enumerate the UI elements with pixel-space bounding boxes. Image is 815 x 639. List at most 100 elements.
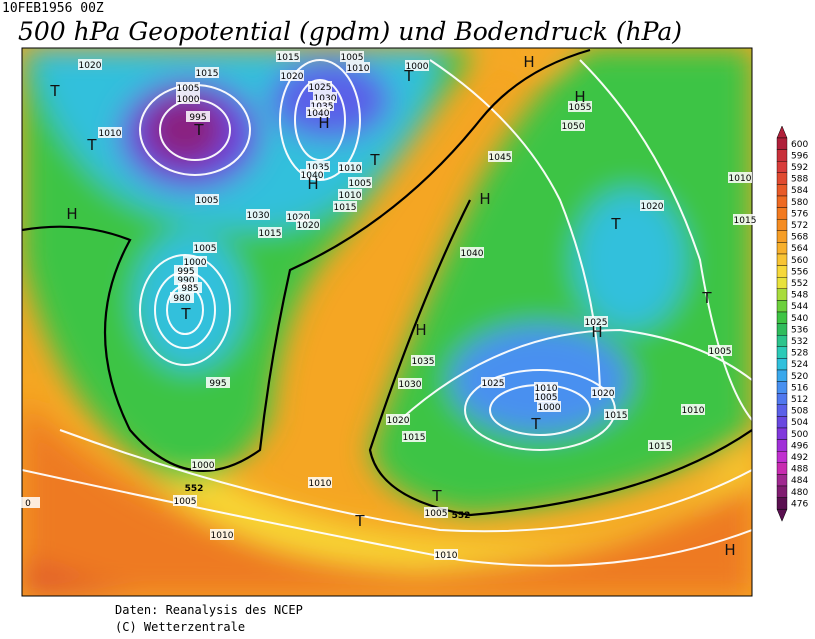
colorbar-label: 592 [791, 163, 808, 173]
isobar-label-bg [402, 431, 426, 442]
pressure-system: H [479, 190, 490, 208]
colorbar-swatch [776, 474, 788, 487]
isobar-label: 1015 [196, 69, 219, 79]
isobar-label-bg [733, 214, 757, 225]
isobar-label: 1005 [196, 196, 219, 206]
isobar-label-bg [176, 82, 200, 93]
colorbar-label: 528 [791, 349, 808, 359]
colorbar-swatch [776, 427, 788, 440]
isobar-label: 1055 [569, 103, 592, 113]
isobar-label: 1040 [461, 249, 484, 259]
isobar-label-bg [681, 404, 705, 415]
isobar-label-bg [348, 177, 372, 188]
colorbar-label: 508 [791, 407, 808, 417]
isobar-label-bg [584, 316, 608, 327]
colorbar-swatch [776, 369, 788, 382]
isobar-label: 995 [189, 113, 206, 123]
colorbar-label: 580 [791, 198, 808, 208]
isobar-label-bg [308, 477, 332, 488]
pressure-system: H [318, 114, 329, 132]
isobar-label: 1005 [535, 393, 558, 403]
pressure-system: T [180, 305, 191, 323]
isobar-label: 1005 [341, 53, 364, 63]
colorbar-label: 480 [791, 488, 808, 498]
colorbar-label: 524 [791, 360, 808, 370]
isobar-label-bg [286, 211, 310, 222]
isobar-label: 995 [209, 379, 226, 389]
isobar-label-bg [537, 401, 561, 412]
isobar-label: 1040 [301, 171, 324, 181]
colorbar-label: 492 [791, 453, 808, 463]
isobar-label-bg [78, 59, 102, 70]
isobar-label-bg [481, 377, 505, 388]
isobar-label-bg [405, 60, 429, 71]
pressure-system: H [724, 541, 735, 559]
colorbar-label: 572 [791, 221, 808, 231]
colorbar-label: 568 [791, 233, 808, 243]
colorbar-label: 512 [791, 395, 808, 405]
colorbar-swatch [776, 462, 788, 475]
isobar-label: 1015 [403, 433, 426, 443]
isobar-label-bg [411, 355, 435, 366]
isobar-label-bg [191, 459, 215, 470]
colorbar-arrow [776, 508, 788, 522]
pressure-system: H [591, 323, 602, 341]
isobar-label: 1000 [406, 62, 429, 72]
pressure-system: T [193, 121, 204, 139]
isobar-label: 0 [25, 499, 31, 509]
isobar-label-bg [460, 247, 484, 258]
isobar-label-bg [591, 387, 615, 398]
colorbar-swatch [776, 172, 788, 185]
colorbar-label: 560 [791, 256, 808, 266]
colorbar-swatch [776, 323, 788, 336]
pressure-system: T [403, 67, 414, 85]
pressure-system: T [86, 136, 97, 154]
isobar-label: 1010 [435, 551, 458, 561]
isobar-label: 1020 [387, 416, 410, 426]
isobar-label-bg [534, 382, 558, 393]
map-title: 500 hPa Geopotential (gpdm) und Bodendru… [18, 17, 682, 46]
isobar-label-bg [424, 507, 448, 518]
isobar-label: 1005 [177, 84, 200, 94]
pressure-system: H [66, 205, 77, 223]
isobar-label: 1020 [287, 213, 310, 223]
isobar-label: 1035 [307, 163, 330, 173]
colorbar-label: 476 [791, 499, 808, 509]
isobar-label: 1030 [247, 211, 270, 221]
isobar-label: 1040 [307, 109, 330, 119]
isobar-label: 1015 [334, 203, 357, 213]
isobar-label-bg [296, 219, 320, 230]
colorbar-swatch [776, 207, 788, 220]
colorbar-label: 576 [791, 209, 808, 219]
colorbar-swatch [776, 393, 788, 406]
colorbar-swatch [776, 277, 788, 290]
isobar-label-bg [174, 274, 198, 285]
isobar-label: 1000 [538, 403, 561, 413]
isobar-label: 1025 [585, 318, 608, 328]
colorbar-swatch [776, 300, 788, 313]
colorbar-swatch [776, 451, 788, 464]
colorbar-swatch [776, 253, 788, 266]
isobar-label: 1010 [211, 531, 234, 541]
isobar-label: 1005 [194, 244, 217, 254]
isobar-label-bg [534, 391, 558, 402]
isobar-label: 1000 [177, 95, 200, 105]
isobar-label: 1010 [347, 64, 370, 74]
colorbar-label: 540 [791, 314, 808, 324]
isobar-label: 1030 [314, 94, 337, 104]
colorbar-swatch [776, 346, 788, 359]
isobar-label: 1015 [277, 53, 300, 63]
isobar-label: 1020 [79, 61, 102, 71]
colorbar-swatch [776, 358, 788, 371]
colorbar-swatch [776, 497, 788, 510]
isobar-label: 1010 [99, 129, 122, 139]
isobar-label-bg [193, 242, 217, 253]
isobar-label: 985 [181, 284, 198, 294]
pressure-system: T [354, 512, 365, 530]
colorbar-swatch [776, 195, 788, 208]
isobar-label-bg [174, 265, 198, 276]
colorbar-swatch [776, 404, 788, 417]
map-frame [21, 47, 753, 597]
isobar-label-bg [434, 549, 458, 560]
